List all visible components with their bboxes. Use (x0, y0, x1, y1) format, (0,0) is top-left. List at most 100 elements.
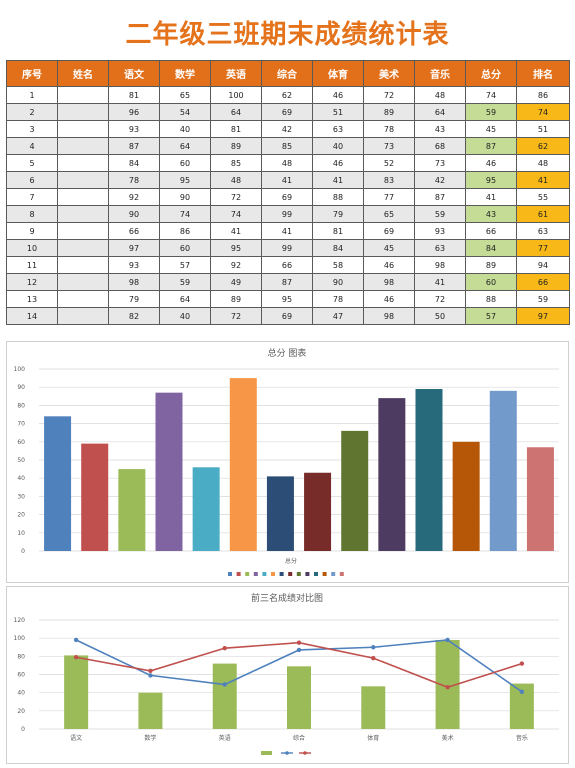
table-cell (57, 103, 109, 121)
y-tick-label: 60 (17, 672, 25, 679)
legend-swatch (288, 572, 293, 576)
table-cell: 42 (414, 171, 466, 189)
table-cell: 96 (108, 103, 160, 121)
table-cell: 95 (261, 290, 313, 308)
legend-swatch (285, 751, 289, 755)
table-cell: 52 (363, 154, 415, 172)
table-cell: 85 (261, 137, 313, 155)
line-point (445, 637, 450, 643)
legend-swatch (228, 572, 232, 576)
column-header: 语文 (108, 60, 160, 87)
table-cell: 68 (414, 137, 466, 155)
bar (64, 655, 89, 729)
table-cell: 62 (516, 137, 570, 155)
table-cell: 84 (108, 154, 160, 172)
y-tick-label: 0 (21, 726, 25, 733)
table-cell: 66 (261, 256, 313, 274)
y-tick-label: 120 (14, 617, 26, 624)
line-point (519, 689, 525, 694)
x-tick-label: 语文 (70, 734, 82, 742)
bar (138, 692, 163, 729)
legend-swatch (262, 572, 267, 576)
table-cell: 84 (312, 239, 364, 257)
table-cell: 93 (414, 222, 466, 240)
table-cell: 64 (159, 290, 211, 308)
table-cell: 73 (363, 137, 415, 155)
grades-table: 序号 姓名 语文 数学 英语 综合 体育 美术 音乐 总分 排名 1 81 65 100 62 46 72 48 7… (6, 60, 570, 325)
table-cell: 81 (312, 222, 364, 240)
legend-swatch (331, 572, 336, 576)
table-cell (57, 171, 109, 189)
legend-swatch (303, 751, 307, 755)
table-cell (57, 256, 109, 274)
bar (378, 398, 406, 551)
legend-swatch (322, 572, 327, 576)
column-header: 综合 (261, 60, 313, 87)
table-cell: 95 (159, 171, 211, 189)
table-cell: 41 (516, 171, 570, 189)
table-cell: 82 (108, 307, 160, 325)
table-cell: 60 (159, 239, 211, 257)
table-cell: 87 (108, 137, 160, 155)
bar (304, 472, 332, 551)
bar (361, 686, 386, 729)
table-cell: 90 (108, 205, 160, 223)
line-point (296, 640, 302, 645)
table-cell: 87 (261, 273, 313, 291)
table-cell: 57 (159, 256, 211, 274)
table-cell: 64 (210, 103, 262, 121)
table-cell: 92 (210, 256, 262, 274)
table-cell (57, 290, 109, 308)
table-cell: 74 (210, 205, 262, 223)
table-cell: 48 (210, 171, 262, 189)
table-cell: 64 (414, 103, 466, 121)
table-cell: 69 (261, 188, 313, 206)
table-cell: 77 (516, 239, 570, 257)
table-cell: 98 (414, 256, 466, 274)
y-tick-label: 20 (17, 512, 25, 519)
table-cell: 48 (516, 154, 570, 172)
x-tick-label: 数学 (144, 734, 156, 742)
table-cell: 77 (363, 188, 415, 206)
table-row: 11 93 57 92 66 58 46 98 89 94 (6, 256, 570, 274)
y-tick-label: 100 (14, 635, 26, 642)
table-row: 9 66 86 41 41 81 69 93 66 63 (6, 222, 570, 240)
table-cell: 72 (210, 188, 262, 206)
line-point (296, 647, 302, 653)
table-cell: 87 (414, 188, 466, 206)
table-cell (57, 154, 109, 172)
table-row: 12 98 59 49 87 90 98 41 60 66 (6, 273, 570, 291)
table-cell: 42 (261, 120, 313, 138)
x-tick-label: 美术 (442, 734, 454, 742)
table-cell: 90 (312, 273, 364, 291)
table-cell: 93 (108, 256, 160, 274)
table-cell: 98 (363, 307, 415, 325)
table-cell: 88 (312, 188, 364, 206)
bar (229, 378, 257, 551)
table-row: 5 84 60 85 48 46 52 73 46 48 (6, 154, 570, 172)
page-title: 二年级三班期末成绩统计表 (125, 20, 450, 50)
x-tick-label: 综合 (293, 734, 305, 742)
table-cell: 100 (210, 86, 262, 104)
table-cell: 63 (312, 120, 364, 138)
table-cell: 46 (312, 86, 364, 104)
table-cell: 66 (108, 222, 160, 240)
legend-swatch (253, 572, 258, 576)
table-cell (57, 86, 109, 104)
column-header: 美术 (363, 60, 415, 87)
line-point (148, 668, 153, 674)
table-cell: 74 (516, 103, 570, 121)
table-cell: 46 (465, 154, 517, 172)
bar (287, 666, 311, 729)
table-cell: 13 (6, 290, 58, 308)
line-point (73, 637, 79, 643)
table-row: 8 90 74 74 99 79 65 59 43 61 (6, 205, 570, 223)
legend-swatch (296, 572, 301, 576)
table-cell: 86 (159, 222, 211, 240)
table-cell: 6 (6, 171, 58, 189)
table-cell: 46 (363, 256, 415, 274)
table-cell: 89 (210, 137, 262, 155)
y-tick-label: 100 (14, 366, 26, 373)
y-tick-label: 80 (17, 653, 25, 660)
column-header: 序号 (6, 60, 58, 87)
